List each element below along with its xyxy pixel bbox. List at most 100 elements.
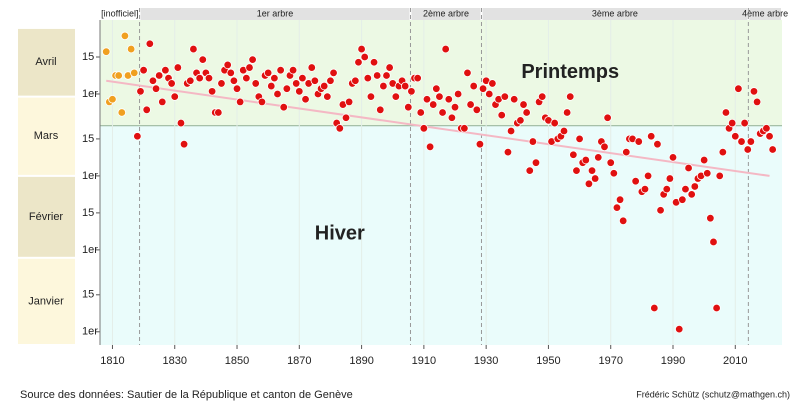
data-point	[463, 68, 472, 78]
data-point	[569, 150, 578, 159]
x-tick-label: 1930	[474, 355, 498, 367]
data-point	[326, 76, 335, 85]
data-point	[650, 303, 659, 313]
data-point	[706, 213, 715, 223]
data-point	[600, 142, 609, 152]
data-point	[631, 176, 640, 186]
period-band	[482, 8, 748, 20]
month-label: Mars	[34, 130, 59, 142]
period-label: 3ème arbre	[592, 8, 638, 18]
data-point	[195, 73, 204, 83]
data-point	[731, 132, 740, 141]
x-tick-label: 1950	[536, 355, 560, 367]
data-point	[391, 92, 401, 101]
data-point	[500, 92, 510, 101]
data-point	[189, 44, 198, 54]
data-point	[453, 89, 463, 99]
data-point	[198, 55, 207, 64]
data-point	[640, 184, 650, 194]
data-point	[130, 68, 139, 78]
data-point	[721, 108, 731, 117]
data-point	[354, 58, 363, 67]
data-point	[762, 124, 771, 133]
data-point	[214, 108, 223, 117]
data-point	[712, 303, 721, 313]
data-point	[665, 174, 675, 183]
data-point	[709, 237, 718, 247]
data-point	[441, 44, 450, 54]
data-point	[323, 92, 332, 101]
data-point	[699, 155, 709, 165]
data-point	[746, 137, 756, 146]
data-point	[207, 87, 217, 96]
spring-title: Printemps	[521, 61, 619, 83]
data-point	[419, 124, 429, 133]
data-point	[765, 132, 774, 141]
data-point	[703, 169, 712, 178]
data-point	[519, 100, 528, 109]
data-point	[690, 182, 700, 191]
data-point	[136, 87, 145, 96]
data-point	[575, 134, 584, 144]
x-tick-label: 1870	[287, 355, 311, 367]
data-point	[572, 166, 581, 175]
data-point	[270, 73, 279, 83]
data-point	[232, 84, 242, 93]
data-point	[450, 102, 460, 112]
data-point	[154, 71, 164, 80]
data-point	[142, 105, 151, 115]
y-tick-label: 1er	[82, 170, 98, 182]
data-point	[528, 137, 538, 146]
x-tick-label: 1990	[661, 355, 685, 367]
data-point	[618, 216, 628, 226]
data-point	[594, 153, 603, 162]
data-point	[460, 124, 469, 133]
data-point	[718, 147, 728, 157]
period-band	[140, 8, 410, 20]
data-point	[161, 66, 170, 75]
data-point	[382, 71, 391, 80]
data-point	[475, 139, 485, 149]
data-point	[531, 158, 541, 167]
y-tick-label: 1er	[82, 326, 98, 338]
data-point	[170, 92, 179, 101]
data-point	[329, 68, 338, 78]
data-point	[566, 92, 575, 101]
data-point	[263, 68, 273, 78]
data-point	[366, 92, 376, 101]
period-label: 4ème arbre	[742, 8, 788, 18]
data-point	[372, 71, 382, 80]
data-point	[291, 79, 301, 88]
y-tick-label: 15	[82, 133, 94, 145]
data-point	[506, 126, 516, 136]
data-point	[251, 79, 260, 88]
data-point	[357, 44, 366, 54]
month-label: Avril	[35, 56, 56, 68]
data-point	[335, 124, 344, 133]
data-point	[295, 87, 304, 96]
period-label: 2ème arbre	[423, 8, 469, 18]
data-point	[282, 84, 292, 93]
data-point	[167, 79, 176, 88]
data-point	[432, 84, 441, 93]
data-point	[422, 95, 432, 104]
data-point	[223, 60, 232, 70]
month-label: Février	[29, 211, 64, 223]
data-point	[341, 113, 351, 122]
data-point	[186, 76, 195, 85]
month-label: Janvier	[28, 295, 64, 307]
data-point	[609, 169, 619, 178]
data-point	[226, 68, 235, 78]
data-point	[562, 108, 572, 117]
data-point	[681, 184, 690, 194]
data-point	[727, 118, 737, 128]
data-point	[469, 81, 478, 91]
author-note: Frédéric Schütz (schutz@mathgen.ch)	[636, 389, 790, 399]
y-tick-label: 15	[82, 51, 94, 63]
data-point	[584, 179, 594, 189]
data-point	[117, 108, 126, 117]
x-tick-label: 2010	[723, 355, 747, 367]
data-point	[478, 84, 488, 93]
data-point	[525, 166, 534, 175]
data-point	[310, 76, 320, 85]
